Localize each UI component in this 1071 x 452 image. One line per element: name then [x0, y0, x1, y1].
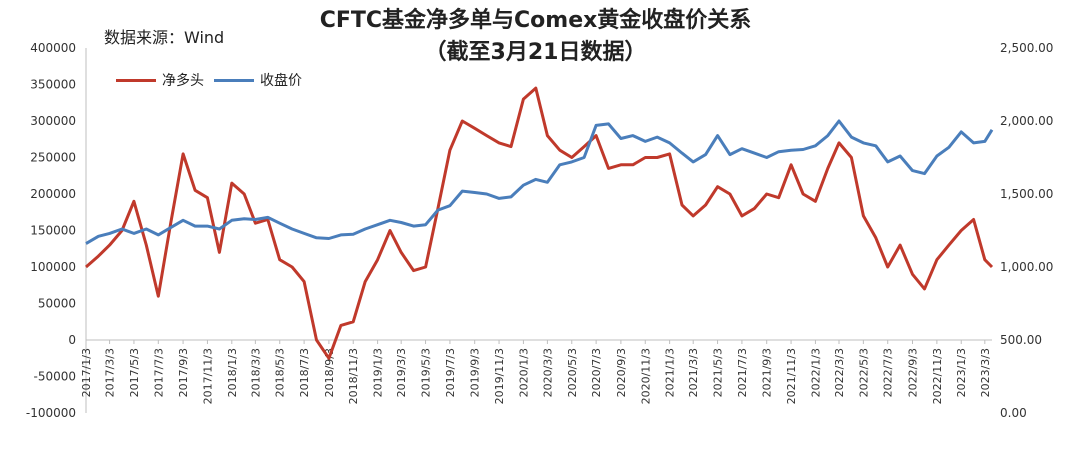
- legend-item-close-price: 收盘价: [214, 70, 302, 90]
- x-tick-label: 2018/1/3: [226, 348, 239, 397]
- x-tick-label: 2018/9/3: [323, 348, 336, 397]
- x-tick-label: 2020/3/3: [541, 348, 554, 397]
- x-tick-label: 2019/7/3: [444, 348, 457, 397]
- right-tick-label: 2,500.00: [1000, 41, 1053, 55]
- x-tick-label: 2021/5/3: [712, 348, 725, 397]
- right-tick-label: 1,500.00: [1000, 187, 1053, 201]
- left-tick-label: 50000: [38, 297, 76, 311]
- series-line-close-price: [85, 119, 994, 245]
- x-tick-label: 2020/5/3: [566, 348, 579, 397]
- legend-swatch-net-long: [116, 78, 156, 82]
- x-tick-label: 2019/1/3: [372, 348, 385, 397]
- x-tick-label: 2023/3/3: [979, 348, 992, 397]
- legend: 净多头 收盘价: [116, 70, 302, 90]
- left-tick-label: 250000: [30, 151, 76, 165]
- x-tick-label: 2021/9/3: [761, 348, 774, 397]
- x-tick-label: 2019/5/3: [420, 348, 433, 397]
- x-tick-label: 2017/9/3: [177, 348, 190, 397]
- x-tick-label: 2017/5/3: [128, 348, 141, 397]
- x-tick-label: 2018/7/3: [298, 348, 311, 397]
- x-tick-label: 2020/7/3: [590, 348, 603, 397]
- right-tick-label: 500.00: [1000, 333, 1042, 347]
- x-tick-label: 2018/3/3: [249, 348, 262, 397]
- x-tick-label: 2017/11/3: [201, 348, 214, 404]
- x-tick-label: 2020/1/3: [517, 348, 530, 397]
- x-tick-label: 2021/11/3: [785, 348, 798, 404]
- right-tick-label: 2,000.00: [1000, 114, 1053, 128]
- left-tick-label: -100000: [26, 406, 76, 420]
- left-tick-label: 100000: [30, 260, 76, 274]
- right-tick-label: 0.00: [1000, 406, 1027, 420]
- x-tick-label: 2017/1/3: [80, 348, 93, 397]
- x-tick-label: 2021/7/3: [736, 348, 749, 397]
- left-tick-label: -50000: [33, 370, 76, 384]
- x-tick-label: 2022/11/3: [931, 348, 944, 404]
- x-tick-label: 2022/1/3: [809, 348, 822, 397]
- left-tick-label: 300000: [30, 114, 76, 128]
- x-tick-label: 2018/11/3: [347, 348, 360, 404]
- chart-subtitle: （截至3月21日数据）: [424, 40, 647, 65]
- x-tick-label: 2022/9/3: [907, 348, 920, 397]
- source-label: 数据来源：Wind: [104, 28, 225, 47]
- right-tick-label: 1,000.00: [1000, 260, 1053, 274]
- x-tick-label: 2022/3/3: [833, 348, 846, 397]
- x-tick-label: 2020/9/3: [615, 348, 628, 397]
- x-tick-label: 2017/3/3: [104, 348, 117, 397]
- x-tick-label: 2017/7/3: [152, 348, 165, 397]
- x-tick-label: 2023/1/3: [955, 348, 968, 397]
- left-tick-label: 200000: [30, 187, 76, 201]
- x-tick-label: 2022/5/3: [857, 348, 870, 397]
- x-tick-label: 2020/11/3: [639, 348, 652, 404]
- series-line-net-long: [85, 86, 994, 360]
- left-tick-label: 0: [68, 333, 76, 347]
- x-tick-label: 2019/11/3: [493, 348, 506, 404]
- x-tick-label: 2019/9/3: [469, 348, 482, 397]
- legend-label-net-long: 净多头: [162, 73, 204, 89]
- left-tick-label: 350000: [30, 78, 76, 92]
- x-tick-label: 2022/7/3: [882, 348, 895, 397]
- left-tick-label: 150000: [30, 224, 76, 238]
- legend-label-close-price: 收盘价: [260, 73, 302, 89]
- x-tick-label: 2018/5/3: [274, 348, 287, 397]
- chart-title: CFTC基金净多单与Comex黄金收盘价关系: [319, 8, 752, 33]
- x-tick-label: 2021/1/3: [664, 348, 677, 397]
- legend-swatch-close-price: [214, 78, 254, 82]
- legend-item-net-long: 净多头: [116, 70, 204, 90]
- left-tick-label: 400000: [30, 41, 76, 55]
- x-tick-label: 2019/3/3: [395, 348, 408, 397]
- x-tick-label: 2021/3/3: [687, 348, 700, 397]
